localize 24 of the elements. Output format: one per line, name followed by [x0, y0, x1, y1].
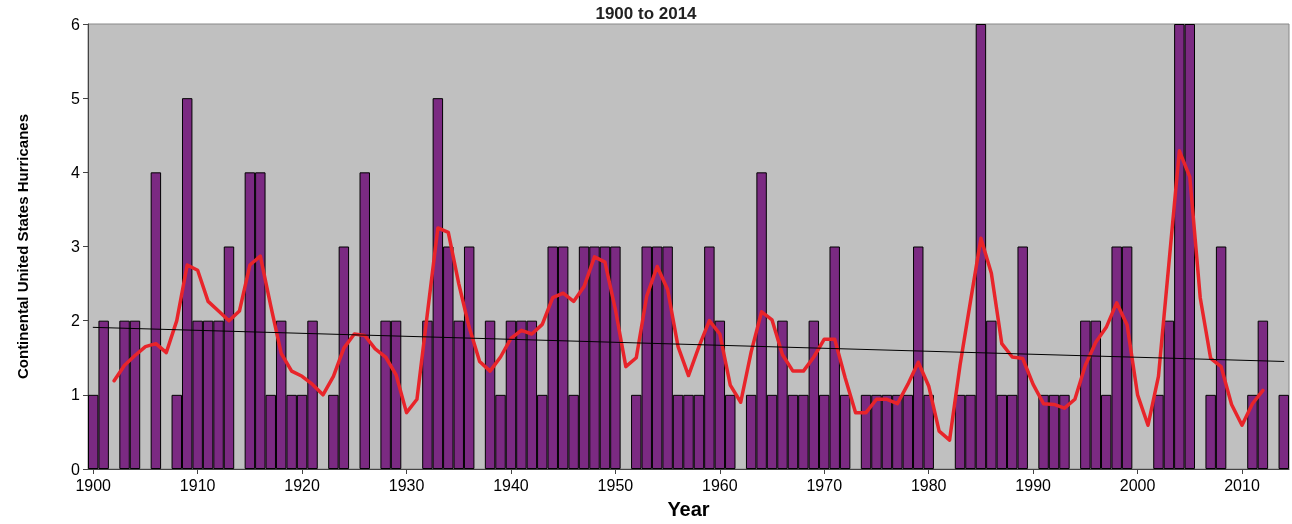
- x-tick-label: 1920: [284, 476, 320, 494]
- bar: [1278, 394, 1289, 469]
- x-tick-label: 1990: [1015, 476, 1052, 494]
- y-tick-label: 3: [71, 238, 81, 255]
- y-tick-label: 6: [71, 15, 81, 33]
- chart-title: 1900 to 2014: [595, 4, 698, 23]
- x-tick-label: 1910: [179, 476, 216, 494]
- y-tick-label: 2: [71, 312, 81, 330]
- y-axis-title: Continental United States Hurricanes: [14, 113, 31, 380]
- y-tick-label: 0: [71, 460, 81, 478]
- x-tick-label: 1940: [493, 476, 529, 494]
- y-tick-label: 1: [71, 386, 81, 404]
- x-tick-label: 1900: [75, 476, 112, 494]
- y-tick-label: 5: [71, 89, 81, 107]
- x-tick-label: 1970: [806, 476, 843, 494]
- x-tick-label: 1950: [597, 476, 634, 494]
- x-axis-title: Year: [667, 498, 710, 520]
- x-tick-label: 2000: [1119, 476, 1156, 494]
- x-tick-label: 2010: [1224, 476, 1260, 494]
- x-tick-label: 1980: [910, 476, 947, 494]
- line-series: [112, 149, 1265, 442]
- x-tick-label: 1960: [702, 476, 738, 494]
- x-tick-label: 1930: [388, 476, 425, 494]
- y-tick-label: 4: [71, 163, 81, 181]
